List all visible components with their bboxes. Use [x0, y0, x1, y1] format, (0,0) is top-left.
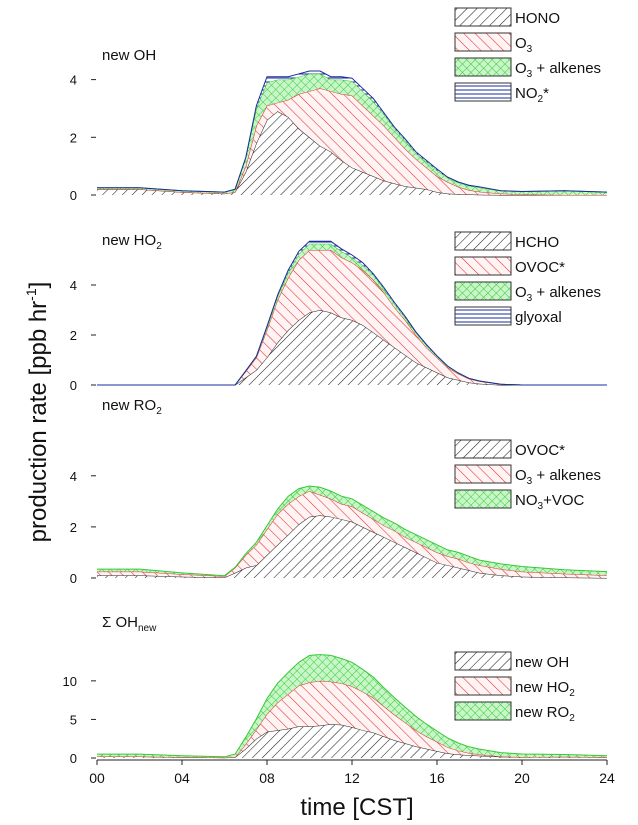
area-hono — [97, 111, 607, 195]
x-tick-label: 12 — [344, 770, 360, 786]
panel-title: Σ OHnew — [102, 614, 157, 634]
panel-1: 0 2 4 new OH HONO O3 O3 + alkenes NO2* — [70, 7, 608, 203]
line-glyoxal — [97, 240, 607, 386]
area-o3-alkenes — [97, 491, 607, 578]
x-tick-label: 08 — [259, 770, 275, 786]
panel-4: 0 5 10 Σ OHnew new OH new HO2 new RO2 — [63, 614, 608, 766]
area-o3 — [97, 88, 607, 195]
legend-swatch — [454, 32, 512, 52]
panel-title: new OH — [102, 47, 156, 64]
line-no2- — [97, 70, 608, 193]
y-tick-label: 0 — [70, 751, 77, 766]
y-tick-label: 5 — [70, 712, 77, 727]
area-ovoc- — [97, 515, 607, 578]
legend-label: OVOC* — [515, 259, 565, 276]
x-tick-label: 24 — [599, 770, 615, 786]
line-no3-voc — [97, 485, 608, 577]
legend-swatch — [454, 82, 512, 102]
legend-label: O3 + alkenes — [515, 467, 601, 487]
x-tick-label: 04 — [174, 770, 190, 786]
legend-swatch — [454, 676, 512, 696]
panels-group: 0 2 4 new OH HONO O3 O3 + alkenes NO2* 0 2 4 new HO… — [63, 7, 608, 766]
area-ovoc- — [97, 250, 607, 385]
y-tick-label: 10 — [63, 674, 77, 689]
legend-label: new HO2 — [515, 679, 575, 699]
legend-swatch — [454, 489, 512, 509]
area-no3-voc — [97, 486, 607, 577]
y-axis-title: production rate [ppb hr-1] — [23, 282, 52, 543]
area-new-oh — [97, 724, 607, 758]
x-tick-label: 20 — [514, 770, 530, 786]
y-tick-label: 2 — [70, 130, 77, 145]
legend-swatch — [454, 306, 512, 326]
legend-label: O3 + alkenes — [515, 60, 601, 80]
y-tick-label: 4 — [70, 278, 77, 293]
legend-swatch — [454, 57, 512, 77]
legend-label: HCHO — [515, 234, 559, 251]
y-tick-label: 0 — [70, 188, 77, 203]
x-tick-label: 16 — [429, 770, 445, 786]
y-tick-label: 0 — [70, 378, 77, 393]
legend-label: new OH — [515, 654, 569, 671]
legend-label: OVOC* — [515, 442, 565, 459]
area-new-ho2 — [97, 680, 607, 758]
y-axis-title-sup: -1 — [23, 288, 39, 301]
y-tick-label: 4 — [70, 73, 77, 88]
panel-3: 0 2 4 new RO2 OVOC* O3 + alkenes NO3+VOC — [70, 397, 608, 586]
legend-swatch — [454, 231, 512, 251]
x-tick-label: 00 — [89, 770, 105, 786]
panel-title: new RO2 — [102, 397, 162, 417]
legend-label: NO2* — [515, 85, 549, 105]
legend-swatch — [454, 651, 512, 671]
legend-swatch — [454, 7, 512, 27]
legend-label: O3 — [515, 35, 533, 55]
line-new-ro2 — [97, 654, 608, 758]
legend-swatch — [454, 464, 512, 484]
legend-label: glyoxal — [515, 309, 562, 326]
y-tick-label: 0 — [70, 571, 77, 586]
legend-swatch — [454, 281, 512, 301]
legend-label: new RO2 — [515, 704, 575, 724]
legend-label: HONO — [515, 10, 560, 27]
x-axis: 00 04 08 12 16 20 24 — [89, 759, 615, 786]
y-tick-label: 4 — [70, 469, 77, 484]
panel-title: new HO2 — [102, 232, 162, 252]
legend-swatch — [454, 256, 512, 276]
area-hcho — [97, 310, 607, 385]
legend-label: O3 + alkenes — [515, 284, 601, 304]
y-tick-label: 2 — [70, 328, 77, 343]
legend-swatch — [454, 439, 512, 459]
line-hono — [97, 110, 607, 196]
x-axis-title: time [CST] — [300, 794, 413, 821]
legend-swatch — [454, 701, 512, 721]
y-tick-label: 2 — [70, 520, 77, 535]
area-new-ro2 — [97, 654, 607, 758]
panel-2: 0 2 4 new HO2 HCHO OVOC* O3 + alkenes glyoxal — [70, 231, 607, 393]
legend-label: NO3+VOC — [515, 492, 584, 512]
